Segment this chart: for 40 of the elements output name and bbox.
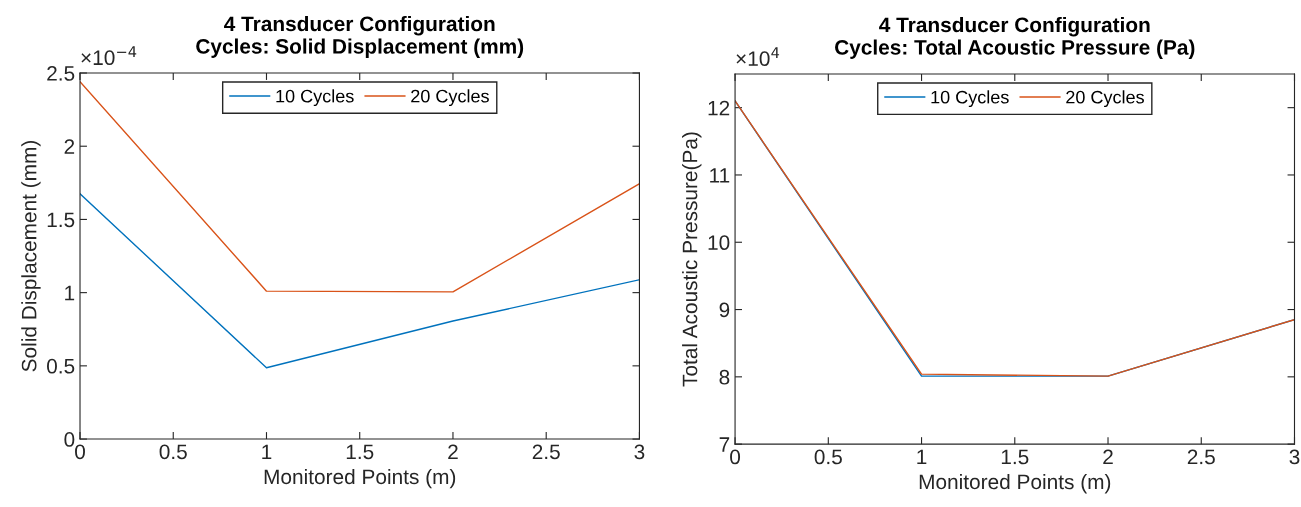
- x-tick-label: 1: [262, 444, 272, 460]
- y-tick-label: 10: [708, 235, 730, 251]
- line-series: [80, 193, 640, 369]
- y-tick-label: 2: [64, 139, 75, 154]
- y-axis-title: Total Acoustic Pressure(Pa): [682, 132, 702, 387]
- y-tick-label: 9: [719, 302, 730, 318]
- y-tick-label: 8: [719, 369, 730, 385]
- y-tick-label: 12: [708, 100, 730, 116]
- x-tick-label: 2: [448, 444, 458, 460]
- y-tick-label: 0.5: [47, 358, 75, 374]
- x-tick-label: 2.5: [532, 444, 560, 460]
- x-tick-label: 1.5: [346, 444, 374, 460]
- text: ×10$^{4}$: [736, 47, 780, 67]
- x-tick-label: 0.5: [159, 444, 187, 460]
- legend-label: 10 Cycles: [276, 89, 354, 107]
- x-tick-label: 1: [917, 449, 927, 465]
- x-axis-title: Monitored Points (m): [919, 473, 1111, 494]
- legend-label: 20 Cycles: [411, 89, 489, 107]
- y-tick-label: 1: [65, 285, 75, 301]
- text: ×10$^{−4}$: [81, 46, 137, 66]
- x-axis-title: Monitored Points (m): [264, 468, 456, 489]
- x-tick-label: 0: [75, 444, 85, 460]
- y-tick-label: 0: [64, 432, 75, 447]
- x-tick-label: 3: [634, 444, 645, 460]
- x-tick-label: 3: [1289, 449, 1300, 465]
- y-tick-label: 2.5: [47, 66, 75, 81]
- x-tick-label: 0.5: [814, 449, 842, 465]
- x-tick-label: 2.5: [1187, 449, 1215, 465]
- x-tick-label: 1.5: [1001, 449, 1029, 465]
- line-series: [80, 81, 640, 293]
- legend-label: 20 Cycles: [1066, 90, 1144, 108]
- x-tick-label: 2: [1103, 449, 1113, 465]
- chart-title: 4 Transducer Configuration Cycles: Solid Displacement (mm): [196, 15, 524, 58]
- y-axis-title: Solid Displacement (mm): [21, 140, 41, 372]
- y-tick-label: 1.5: [47, 212, 75, 228]
- y-tick-label: 7: [719, 437, 730, 452]
- legend-label: 10 Cycles: [931, 90, 1009, 108]
- chart-title: 4 Transducer Configuration Cycles: Total Acoustic Pressure (Pa): [835, 16, 1195, 59]
- y-tick-label: 11: [710, 168, 730, 183]
- x-tick-label: 0: [730, 449, 741, 465]
